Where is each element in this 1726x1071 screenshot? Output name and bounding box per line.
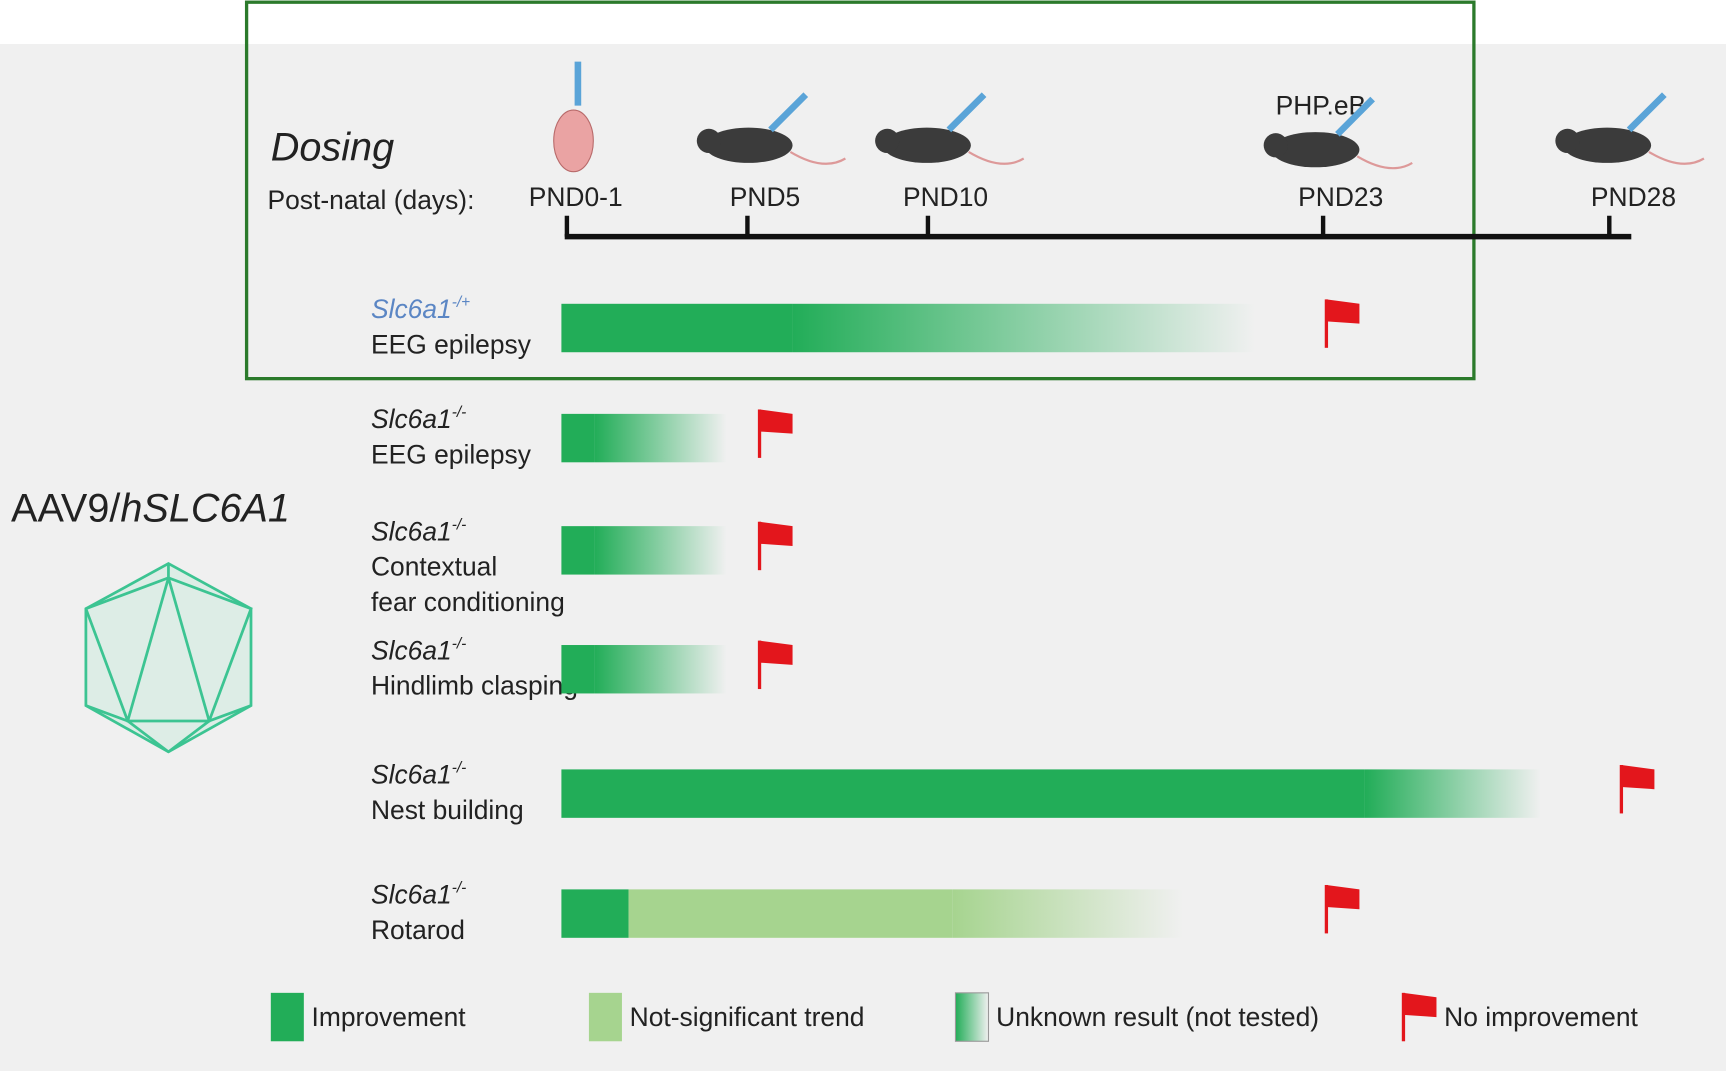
mouse-icon xyxy=(696,92,846,165)
mouse-icon xyxy=(1263,96,1413,170)
genotype-label: Slc6a1-/- xyxy=(371,760,466,790)
no-improvement-flag xyxy=(757,521,793,571)
flag-cloth xyxy=(1621,765,1655,790)
flag-cloth xyxy=(1326,884,1360,910)
legend-swatch xyxy=(270,992,304,1042)
gene-name: Slc6a1 xyxy=(371,516,452,546)
no-improvement-flag xyxy=(757,409,793,458)
zygosity: -/- xyxy=(452,635,467,652)
dosing-title: Dosing xyxy=(271,126,394,170)
result-bar xyxy=(594,645,727,694)
result-bar xyxy=(561,645,595,694)
result-bar xyxy=(594,526,727,575)
result-bar xyxy=(561,889,629,938)
mouse-head xyxy=(1263,133,1288,158)
zygosity: -/- xyxy=(452,404,467,421)
legend-label: Unknown result (not tested) xyxy=(996,1002,1319,1032)
no-improvement-flag xyxy=(1324,884,1360,934)
flag-cloth xyxy=(1403,992,1437,1018)
timepoint-label: PND10 xyxy=(903,182,988,212)
syringe xyxy=(1335,96,1375,137)
genotype-label: Slc6a1-/- xyxy=(371,516,466,546)
result-bar xyxy=(792,303,1255,353)
mouse-body xyxy=(1563,127,1652,163)
measure-label: fear conditioning xyxy=(371,587,565,617)
zygosity: -/- xyxy=(452,760,467,777)
syringe xyxy=(1626,92,1667,133)
mouse-icon xyxy=(1555,92,1705,165)
mouse-tail xyxy=(789,150,846,165)
mouse-head xyxy=(875,128,900,153)
result-bar xyxy=(561,413,595,463)
genotype-label: Slc6a1-/+ xyxy=(371,294,470,324)
flag-cloth xyxy=(1326,299,1360,324)
legend-swatch xyxy=(588,992,622,1042)
measure-label: EEG epilepsy xyxy=(371,439,532,469)
axis-label: Post-natal (days): xyxy=(268,185,475,215)
legend-swatch xyxy=(954,992,990,1042)
mouse-tail xyxy=(1648,150,1705,165)
capsid-icon xyxy=(84,562,253,754)
measure-label: Nest building xyxy=(371,795,524,825)
result-bar xyxy=(952,889,1184,938)
no-improvement-flag xyxy=(1619,765,1655,814)
mouse-head xyxy=(696,128,722,153)
vector-prefix: AAV9/ xyxy=(11,487,120,531)
legend-label: Improvement xyxy=(312,1002,467,1032)
vector-gene: hSLC6A1 xyxy=(120,487,290,531)
mouse-head xyxy=(1555,128,1580,153)
gene-name: Slc6a1 xyxy=(371,294,452,324)
zygosity: -/+ xyxy=(452,294,470,311)
gene-name: Slc6a1 xyxy=(371,404,452,434)
mouse-body xyxy=(1271,132,1360,168)
timepoint-label: PND0-1 xyxy=(529,182,623,212)
zygosity: -/- xyxy=(452,516,467,533)
result-bar xyxy=(561,769,1365,818)
measure-label: Contextual xyxy=(371,552,497,582)
pup-icon xyxy=(553,61,594,173)
syringe xyxy=(946,92,987,133)
mouse-tail xyxy=(968,150,1025,165)
no-improvement-flag xyxy=(1401,992,1437,1042)
measure-label: EEG epilepsy xyxy=(371,329,532,359)
no-improvement-flag xyxy=(757,640,793,690)
genotype-label: Slc6a1-/- xyxy=(371,404,466,434)
mouse-icon xyxy=(875,92,1025,165)
flag-cloth xyxy=(759,640,793,665)
mouse-body xyxy=(882,127,971,163)
mouse-body xyxy=(704,127,793,163)
result-bar xyxy=(561,303,793,353)
zygosity: -/- xyxy=(452,880,467,897)
genotype-label: Slc6a1-/- xyxy=(371,880,466,910)
result-bar xyxy=(628,889,953,938)
pup-body xyxy=(553,109,594,173)
timepoint-label: PND5 xyxy=(730,182,800,212)
legend-label: Not-significant trend xyxy=(630,1002,865,1032)
result-bar xyxy=(1364,769,1542,818)
syringe xyxy=(768,92,809,133)
highlight-box xyxy=(244,0,1476,381)
flag-cloth xyxy=(759,409,793,434)
result-bar xyxy=(594,413,727,463)
flag-cloth xyxy=(759,521,793,546)
measure-label: Hindlimb clasping xyxy=(371,671,578,701)
gene-name: Slc6a1 xyxy=(371,880,452,910)
mouse-tail xyxy=(1356,155,1413,170)
measure-label: Rotarod xyxy=(371,915,465,945)
timepoint-label: PND28 xyxy=(1591,182,1676,212)
no-improvement-flag xyxy=(1324,299,1360,348)
timepoint-note: PHP.eB xyxy=(1276,90,1367,120)
result-bar xyxy=(561,526,595,575)
legend-label: No improvement xyxy=(1444,1002,1638,1032)
gene-name: Slc6a1 xyxy=(371,635,452,665)
timepoint-label: PND23 xyxy=(1298,182,1383,212)
genotype-label: Slc6a1-/- xyxy=(371,635,466,665)
gene-name: Slc6a1 xyxy=(371,760,452,790)
vector-label: AAV9/hSLC6A1 xyxy=(11,487,290,531)
